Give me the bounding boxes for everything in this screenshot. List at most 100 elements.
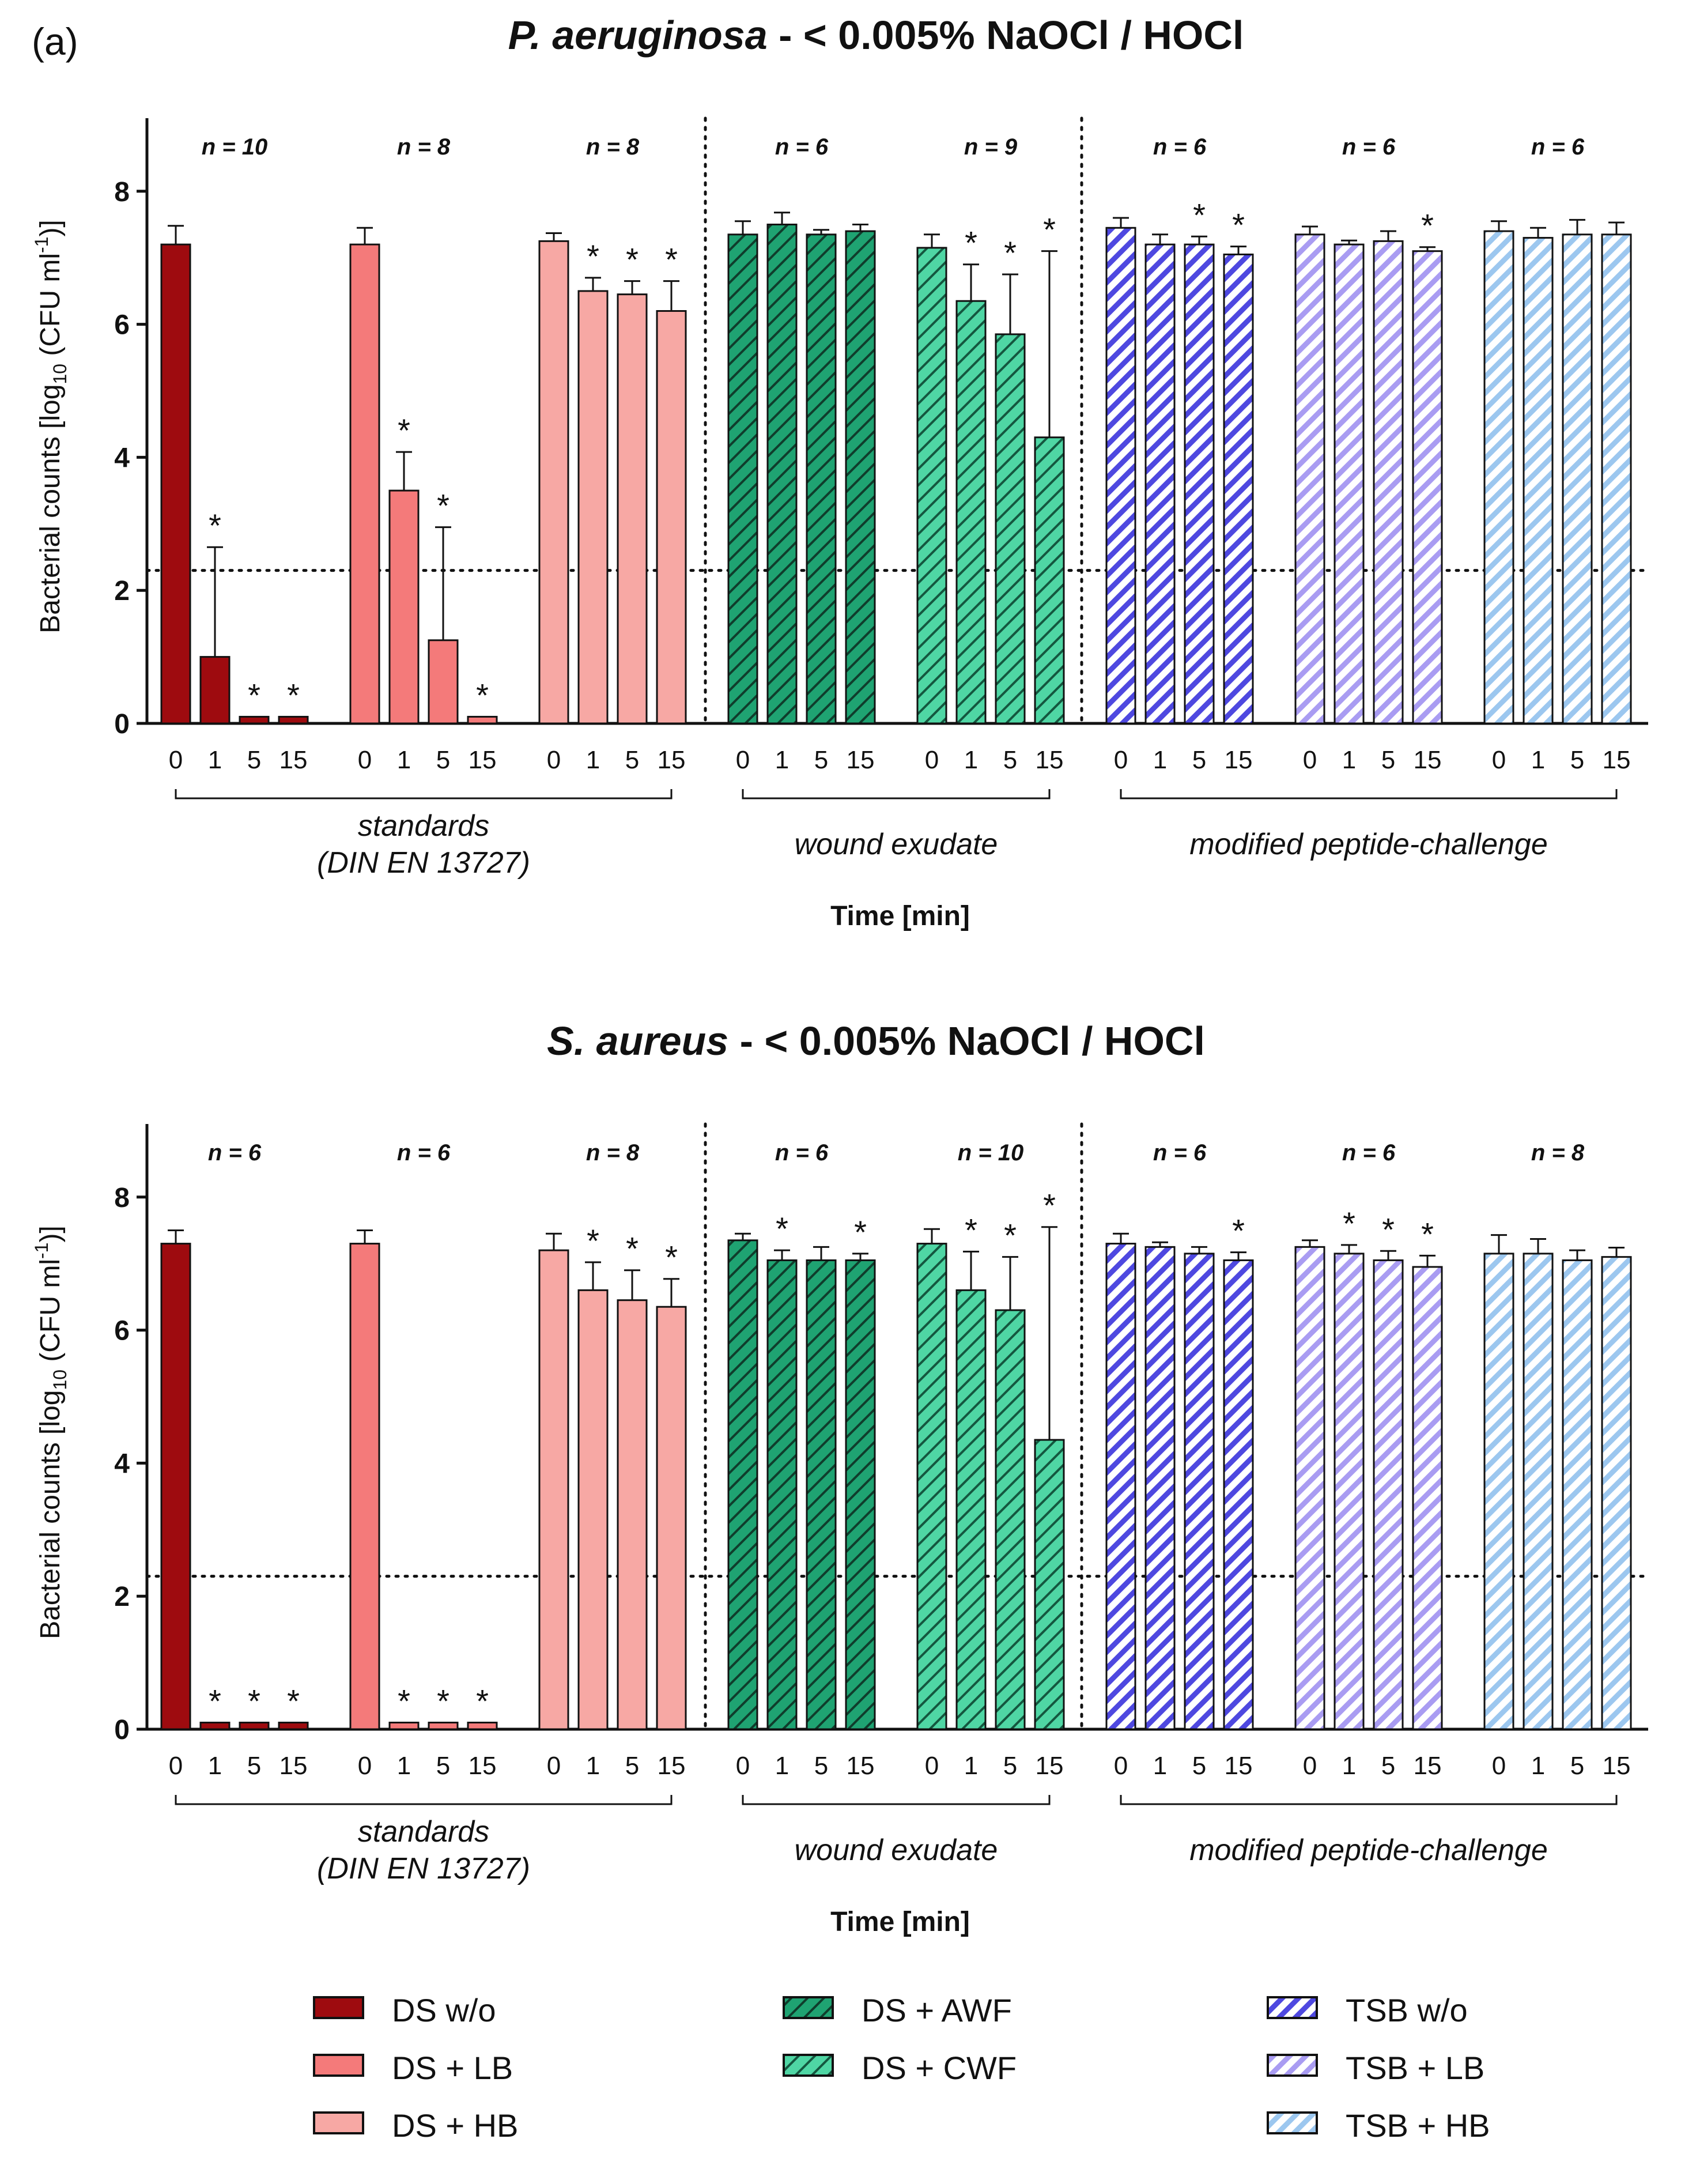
x-tick-label: 1: [208, 746, 222, 774]
x-tick-label: 0: [736, 1752, 750, 1780]
y-axis-title: Bacterial counts [log10 (CFU ml-1)]: [31, 1225, 70, 1639]
significance-star: *: [287, 677, 300, 713]
bar-ds-hb-5: [617, 1299, 648, 1730]
title-species: P. aeruginosa: [508, 13, 768, 58]
chart-title: P. aeruginosa - < 0.005% NaOCl / HOCl: [508, 13, 1244, 58]
bar-tsb-hb-15: [1601, 233, 1632, 725]
bar-ds-w-o-15: [278, 715, 309, 725]
x-tick-label: 0: [169, 746, 183, 774]
legend-swatch: [1267, 2111, 1318, 2134]
x-tick-label: 15: [279, 746, 308, 774]
n-label: n = 8: [586, 1140, 640, 1165]
x-tick-label: 0: [1303, 1752, 1317, 1780]
significance-star: *: [1382, 1211, 1395, 1247]
x-tick-label: 0: [358, 1752, 372, 1780]
bar-tsb-lb-5: [1373, 1259, 1404, 1730]
group-bracket: [175, 1795, 673, 1805]
chart-title: S. aureus - < 0.005% NaOCl / HOCl: [547, 1019, 1205, 1063]
y-tick-label: 6: [114, 310, 130, 341]
bar-ds-awf-5: [806, 1259, 837, 1730]
bar-tsb-hb-15: [1601, 1256, 1632, 1730]
significance-star: *: [248, 677, 260, 713]
significance-star: *: [965, 1212, 977, 1248]
title-rest: - < 0.005% NaOCl / HOCl: [768, 13, 1244, 58]
legend-item-ds-cwf: DS + CWF: [783, 2050, 1017, 2086]
x-tick-label: 5: [247, 746, 261, 774]
significance-star: *: [437, 488, 449, 524]
x-tick-label: 1: [964, 746, 978, 774]
significance-star: *: [476, 677, 489, 713]
bar-tsb-hb-5: [1562, 1259, 1593, 1730]
significance-star: *: [1043, 212, 1056, 248]
bar-tsb-hb-1: [1523, 1253, 1554, 1730]
legend-label: DS + LB: [392, 2050, 513, 2086]
legend: DS w/o DS + LB DS + HB DS + AWF DS + CWF TSB …: [313, 1992, 1490, 2144]
y-tick-label: 6: [114, 1316, 130, 1346]
n-label: n = 10: [202, 134, 268, 160]
x-tick-label: 0: [547, 746, 561, 774]
y-tick-label: 2: [114, 1582, 130, 1612]
x-tick-label: 15: [1036, 746, 1064, 774]
bar-tsb-w-o-5: [1184, 243, 1215, 725]
legend-label: DS + CWF: [862, 2050, 1017, 2086]
group-bracket: [175, 789, 673, 799]
x-tick-label: 0: [925, 746, 939, 774]
title-rest: - < 0.005% NaOCl / HOCl: [728, 1019, 1205, 1063]
x-tick-label: 15: [658, 1752, 686, 1780]
bar-tsb-w-o-15: [1223, 253, 1254, 725]
n-label: n = 9: [964, 134, 1018, 160]
x-tick-label: 0: [925, 1752, 939, 1780]
x-tick-label: 5: [1192, 1752, 1206, 1780]
n-label: n = 6: [1342, 1140, 1396, 1165]
x-tick-label: 15: [847, 746, 875, 774]
significance-star: *: [1421, 208, 1434, 244]
bar-ds-hb-15: [656, 1306, 687, 1730]
x-tick-label: 15: [279, 1752, 308, 1780]
significance-star: *: [209, 507, 221, 544]
x-tick-label: 5: [1003, 1752, 1017, 1780]
n-label: n = 6: [208, 1140, 262, 1165]
bar-tsb-w-o-15: [1223, 1259, 1254, 1730]
significance-star: *: [1004, 1217, 1017, 1254]
n-label: n = 8: [1531, 1140, 1585, 1165]
group-label: standards (DIN EN 13727): [317, 1815, 530, 1885]
significance-star: *: [626, 242, 639, 278]
bar-tsb-w-o-0: [1105, 1243, 1136, 1730]
legend-label: DS + HB: [392, 2107, 518, 2144]
bar-tsb-w-o-1: [1144, 1246, 1176, 1730]
x-tick-label: 5: [247, 1752, 261, 1780]
significance-star: *: [626, 1231, 639, 1267]
bar-tsb-lb-0: [1294, 233, 1325, 725]
bar-ds-awf-15: [845, 230, 876, 725]
x-tick-label: 15: [658, 746, 686, 774]
significance-star: *: [248, 1683, 260, 1719]
significance-star: *: [776, 1210, 788, 1247]
legend-swatch: [313, 1996, 364, 2019]
significance-star: *: [1232, 1213, 1245, 1249]
x-tick-label: 1: [964, 1752, 978, 1780]
bar-tsb-hb-0: [1483, 230, 1514, 725]
x-tick-label: 0: [736, 746, 750, 774]
x-tick-label: 15: [1603, 746, 1631, 774]
significance-star: *: [1232, 207, 1245, 243]
n-label: n = 6: [775, 1140, 829, 1165]
bar-ds-cwf-0: [916, 1243, 947, 1730]
group-label: modified peptide-challenge: [1189, 1834, 1548, 1867]
bar-ds-awf-0: [727, 1239, 758, 1730]
legend-label: TSB + HB: [1346, 2107, 1490, 2144]
x-tick-label: 5: [436, 1752, 450, 1780]
panel-label: (a): [32, 20, 78, 63]
bar-ds-hb-0: [538, 240, 569, 725]
significance-star: *: [665, 242, 678, 278]
x-tick-label: 0: [358, 746, 372, 774]
x-tick-label: 1: [1153, 1752, 1167, 1780]
title-species: S. aureus: [547, 1019, 728, 1063]
x-tick-label: 1: [586, 746, 600, 774]
group-bracket: [742, 1795, 1051, 1805]
bar-ds-w-o-0: [160, 243, 191, 725]
x-tick-label: 5: [1570, 746, 1584, 774]
x-tick-label: 5: [1003, 746, 1017, 774]
bar-ds-w-o-1: [199, 1721, 231, 1730]
x-tick-label: 15: [1603, 1752, 1631, 1780]
x-tick-label: 1: [1531, 746, 1545, 774]
